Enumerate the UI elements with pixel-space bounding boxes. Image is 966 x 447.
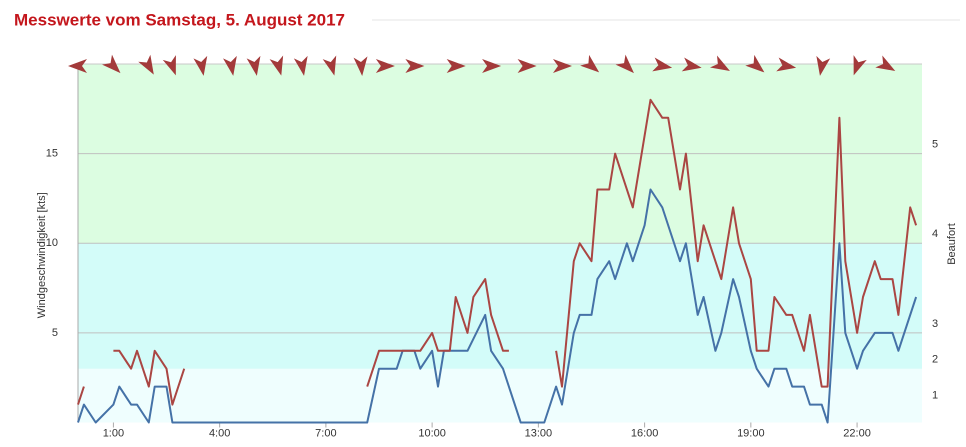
beaufort-label: 2 — [932, 354, 938, 366]
beaufort-label: 3 — [932, 318, 938, 330]
direction-arrow — [102, 54, 121, 74]
direction-arrow — [193, 55, 208, 76]
direction-arrow — [322, 55, 337, 76]
direction-arrow — [710, 55, 730, 71]
direction-arrow — [745, 54, 765, 73]
beaufort-label: 5 — [932, 139, 938, 151]
x-tick-label: 4:00 — [209, 427, 230, 439]
direction-arrow — [138, 54, 154, 75]
direction-arrow — [293, 55, 308, 76]
chart-title: Messwerte vom Samstag, 5. August 2017 — [14, 10, 345, 29]
direction-arrow — [681, 57, 702, 72]
direction-arrow — [553, 59, 572, 73]
direction-arrow — [776, 57, 797, 72]
direction-arrow — [375, 59, 395, 73]
direction-arrow — [816, 55, 831, 76]
y-tick-label: 15 — [46, 148, 58, 160]
direction-arrow — [875, 55, 896, 71]
direction-arrow — [853, 55, 867, 76]
x-tick-label: 19:00 — [737, 427, 765, 439]
beaufort-label: 4 — [932, 228, 938, 240]
series-line — [77, 98, 918, 406]
direction-arrow — [353, 56, 368, 76]
x-tick-label: 1:00 — [103, 427, 124, 439]
beaufort-label: 1 — [932, 390, 938, 402]
x-tick-label: 16:00 — [631, 427, 659, 439]
direction-arrow — [446, 59, 466, 73]
x-tick-label: 7:00 — [315, 427, 336, 439]
series-line — [77, 188, 918, 424]
direction-arrow — [615, 54, 634, 74]
y-tick-label: 5 — [52, 327, 58, 339]
y-tick-label: 10 — [46, 237, 58, 249]
x-tick-label: 10:00 — [418, 427, 446, 439]
direction-arrow — [162, 55, 176, 76]
direction-arrow — [246, 55, 261, 76]
direction-arrow — [269, 55, 284, 76]
y-axis-label: Windgeschwindigkeit [kts] — [36, 192, 48, 318]
direction-arrow — [223, 55, 237, 76]
direction-arrow — [405, 59, 425, 73]
direction-arrow — [580, 54, 600, 73]
direction-arrow — [517, 59, 537, 73]
direction-arrow — [652, 57, 673, 72]
x-tick-label: 22:00 — [843, 427, 871, 439]
x-tick-label: 13:00 — [525, 427, 553, 439]
direction-arrow — [68, 59, 87, 73]
direction-arrow — [482, 59, 502, 73]
band — [78, 368, 922, 423]
y2-axis-label: Beaufort — [946, 223, 958, 265]
band — [78, 243, 922, 369]
